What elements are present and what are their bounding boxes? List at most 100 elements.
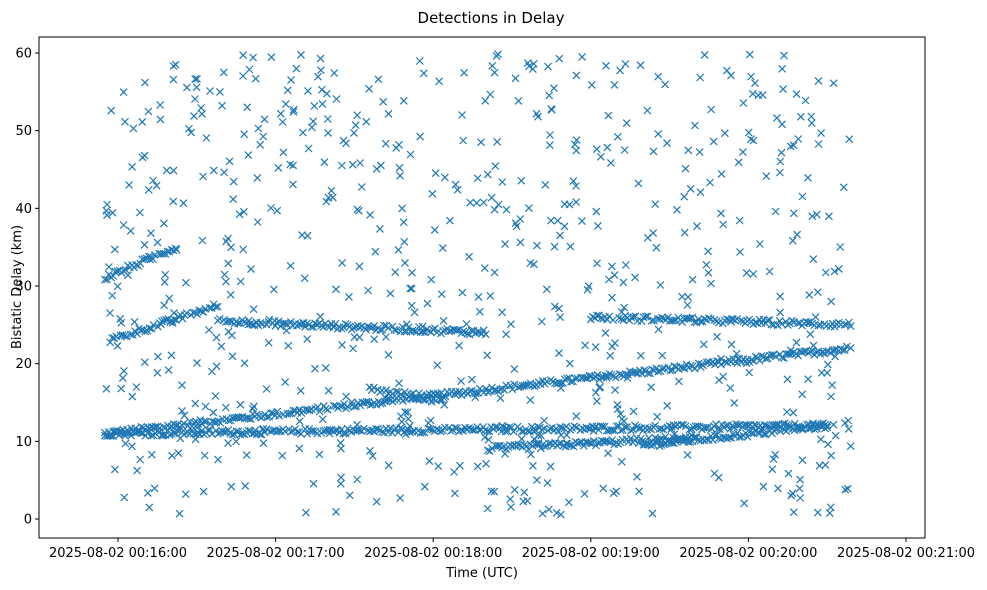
data-point: [207, 367, 216, 376]
data-point: [140, 240, 149, 249]
data-point: [313, 403, 322, 412]
data-point: [169, 62, 178, 70]
data-point: [321, 404, 330, 413]
data-point: [370, 321, 379, 330]
data-point: [610, 339, 619, 348]
y-tick-label: 30: [15, 280, 32, 295]
data-point: [776, 427, 785, 436]
data-point: [435, 77, 444, 86]
data-point: [256, 318, 265, 327]
data-point: [621, 59, 630, 68]
data-point: [810, 425, 819, 434]
data-point: [391, 268, 400, 277]
data-point: [289, 107, 298, 116]
data-point: [477, 138, 485, 147]
data-point: [771, 207, 780, 216]
data-point: [386, 289, 395, 298]
data-point: [332, 285, 340, 294]
data-point: [396, 494, 405, 503]
data-point: [604, 449, 613, 458]
data-point: [688, 313, 697, 322]
data-point: [202, 417, 211, 426]
data-point: [542, 285, 551, 294]
data-point: [807, 112, 816, 121]
data-point: [524, 204, 533, 213]
data-point: [749, 136, 758, 145]
data-point: [836, 243, 845, 251]
data-point: [397, 417, 406, 426]
data-point: [787, 316, 796, 325]
data-point: [487, 487, 496, 496]
data-point: [149, 321, 158, 329]
data-point: [762, 172, 771, 181]
data-point: [654, 367, 663, 376]
data-point: [538, 509, 547, 518]
data-point: [751, 79, 759, 88]
y-tick-label: 10: [15, 435, 32, 450]
data-point: [408, 268, 416, 277]
data-point: [440, 173, 449, 182]
data-point: [209, 408, 218, 417]
data-point: [748, 89, 757, 98]
data-point: [694, 359, 703, 368]
data-point: [749, 270, 758, 278]
data-point: [222, 237, 231, 246]
data-point: [120, 493, 129, 502]
data-point: [425, 457, 434, 466]
data-point: [844, 424, 853, 433]
data-point: [316, 312, 325, 321]
data-point: [793, 230, 802, 239]
data-point: [591, 388, 600, 397]
data-point: [685, 425, 694, 434]
data-point: [407, 284, 416, 293]
data-point: [298, 231, 306, 240]
data-point: [147, 450, 156, 459]
data-point: [813, 288, 822, 297]
data-point: [691, 433, 700, 442]
data-point: [455, 461, 464, 470]
data-point: [502, 424, 511, 432]
data-point: [216, 419, 225, 427]
data-point: [169, 197, 178, 206]
data-point: [792, 338, 801, 347]
data-point: [281, 378, 290, 387]
data-point: [110, 465, 119, 474]
data-point: [821, 424, 830, 433]
data-point: [520, 488, 529, 497]
data-point: [696, 317, 705, 326]
data-point: [735, 216, 744, 225]
data-point: [479, 198, 488, 207]
data-point: [368, 451, 377, 460]
data-point: [249, 305, 258, 314]
data-point: [514, 440, 523, 449]
data-point: [440, 400, 449, 409]
data-point: [374, 75, 383, 84]
data-point: [635, 424, 643, 433]
data-point: [556, 384, 565, 393]
data-point: [591, 343, 600, 352]
data-point: [253, 173, 262, 182]
data-point: [815, 461, 824, 470]
data-point: [545, 91, 554, 100]
data-point: [798, 390, 807, 399]
data-point: [320, 158, 329, 167]
data-point: [689, 434, 698, 443]
data-point: [265, 315, 274, 324]
data-point: [419, 395, 428, 404]
data-point: [427, 275, 436, 284]
x-axis: 2025-08-02 00:16:00 2025-08-02 00:17:00 20…: [49, 538, 975, 561]
data-point: [726, 384, 735, 393]
data-point: [526, 396, 535, 405]
data-point: [626, 434, 635, 443]
data-point: [686, 184, 695, 193]
data-point: [841, 485, 850, 494]
data-point: [596, 382, 605, 391]
data-point: [220, 168, 229, 177]
data-point: [127, 431, 136, 440]
data-point: [823, 368, 832, 377]
data-point: [834, 264, 843, 273]
data-point: [560, 222, 569, 231]
data-point: [485, 427, 494, 436]
data-point: [405, 421, 414, 430]
data-point: [376, 399, 385, 408]
